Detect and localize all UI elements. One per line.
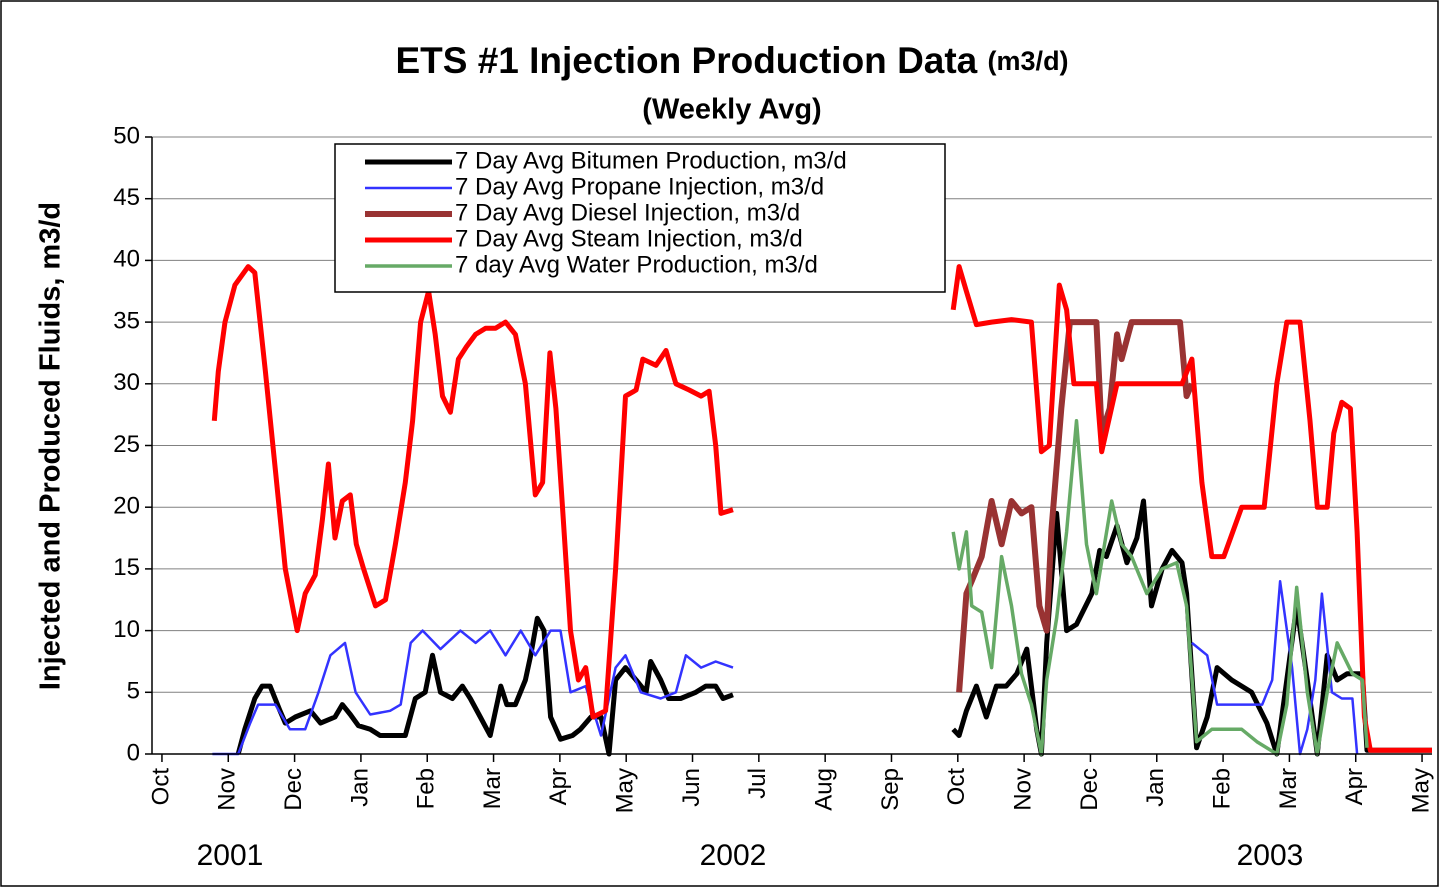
x-tick-label: May xyxy=(1407,768,1434,813)
y-tick-label: 15 xyxy=(113,554,140,581)
x-tick-label: Feb xyxy=(1208,768,1235,809)
axes: 0 5 10 15 20 25 30 35 40 45 50 Oct Nov Dec Jan Feb Mar Ap… xyxy=(113,122,1434,872)
chart-title: ETS #1 Injection Production Data (m3/d) xyxy=(395,40,1068,81)
x-tick-label: Mar xyxy=(479,768,506,809)
x-tick-label: Jun xyxy=(678,768,705,807)
x-tick-label: Dec xyxy=(1076,768,1103,811)
legend-label: 7 Day Avg Bitumen Production, m3/d xyxy=(455,147,847,174)
y-tick-label: 35 xyxy=(113,307,140,334)
legend: 7 Day Avg Bitumen Production, m3/d7 Day … xyxy=(334,143,946,293)
title-unit: (m3/d) xyxy=(988,46,1069,76)
y-axis-label: Injected and Produced Fluids, m3/d xyxy=(35,202,67,690)
y-tick-label: 20 xyxy=(113,493,140,520)
x-tick-label: Mar xyxy=(1275,768,1302,809)
series-line xyxy=(212,579,1359,756)
x-tick-label: Aug xyxy=(811,768,838,811)
year-label: 2002 xyxy=(700,839,767,872)
x-tick-label: Apr xyxy=(1341,768,1368,805)
legend-label: 7 Day Avg Diesel Injection, m3/d xyxy=(455,199,800,226)
series-line xyxy=(956,319,1195,693)
chart-subtitle: (Weekly Avg) xyxy=(642,94,821,126)
x-tick-label: Sep xyxy=(877,768,904,811)
legend-label: 7 Day Avg Propane Injection, m3/d xyxy=(455,173,824,200)
x-tick-label: Oct xyxy=(147,768,174,806)
y-tick-label: 30 xyxy=(113,369,140,396)
title-main: ETS #1 Injection Production Data xyxy=(395,40,977,81)
series-line xyxy=(211,264,1432,753)
y-tick-label: 5 xyxy=(127,678,140,705)
x-tick-label: Feb xyxy=(413,768,440,809)
x-tick-label: Jul xyxy=(744,768,771,799)
y-tick-label: 45 xyxy=(113,184,140,211)
y-tick-label: 40 xyxy=(113,246,140,273)
y-tick-label: 10 xyxy=(113,616,140,643)
x-tick-label: Jan xyxy=(1142,768,1169,807)
legend-label: 7 Day Avg Steam Injection, m3/d xyxy=(455,225,803,252)
plot xyxy=(211,264,1432,757)
year-label: 2003 xyxy=(1237,839,1304,872)
year-label: 2001 xyxy=(197,839,264,872)
y-tick-label: 0 xyxy=(127,739,140,766)
x-tick-label: May xyxy=(612,768,639,813)
x-tick-label: Dec xyxy=(280,768,307,811)
series-line xyxy=(951,419,1369,756)
y-tick-label: 50 xyxy=(113,122,140,149)
legend-label: 7 day Avg Water Production, m3/d xyxy=(455,251,818,278)
x-tick-label: Nov xyxy=(214,768,241,811)
x-tick-label: Nov xyxy=(1009,768,1036,811)
y-tick-label: 25 xyxy=(113,431,140,458)
x-tick-label: Oct xyxy=(943,768,970,806)
x-tick-label: Jan xyxy=(346,768,373,807)
x-tick-label: Apr xyxy=(545,768,572,805)
